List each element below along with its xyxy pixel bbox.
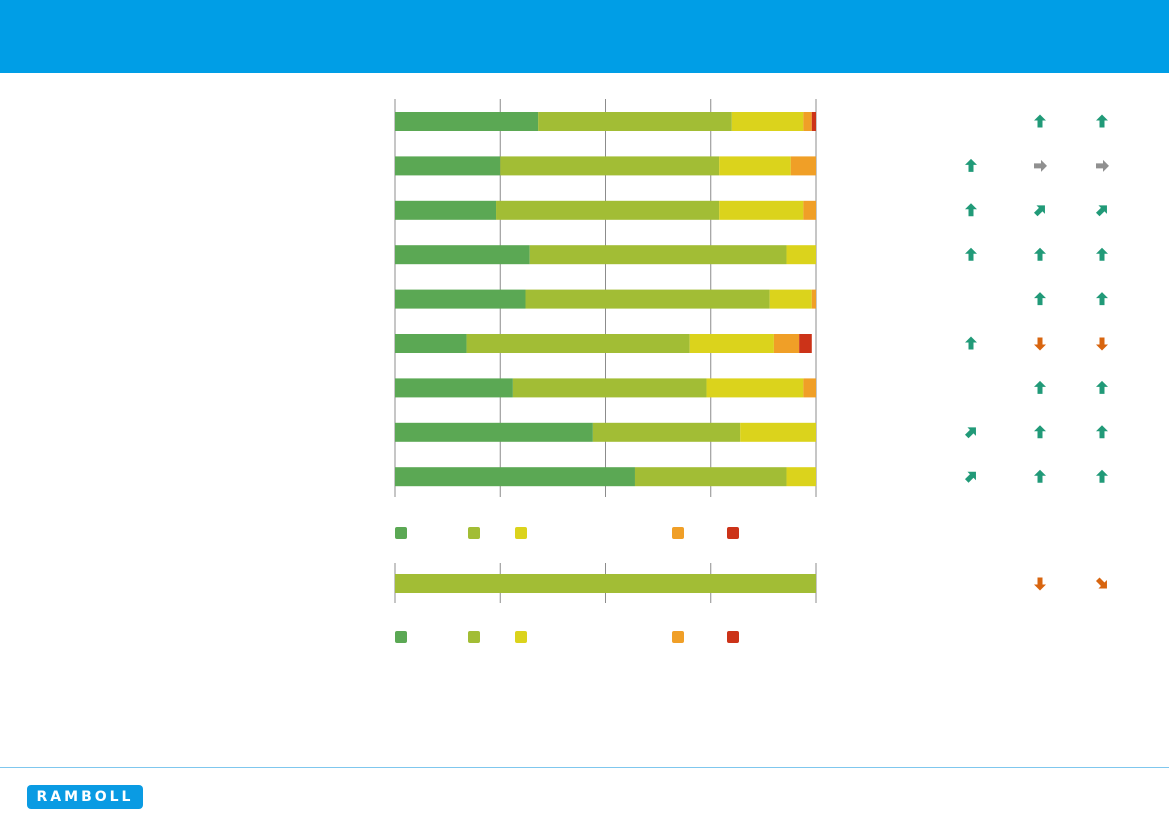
- chart1-bar-segment: [538, 112, 732, 131]
- trend-arrow-up-icon: [1034, 469, 1046, 483]
- chart1-bar-segment: [395, 334, 467, 353]
- trend-arrow-diag-down-icon: [1095, 577, 1107, 589]
- chart1-legend-swatch: [468, 527, 480, 539]
- chart2-bar-segment: [395, 574, 816, 593]
- trend-arrow-up-icon: [1034, 425, 1046, 439]
- trend-arrow-up-icon: [1096, 469, 1108, 483]
- ramboll-logo: RAMBOLL: [27, 785, 143, 809]
- trend-arrow-down-icon: [1096, 337, 1108, 351]
- chart1-bar-segment: [811, 112, 816, 131]
- chart1-bar-segment: [689, 334, 774, 353]
- trend-arrow-up-icon: [1096, 292, 1108, 306]
- trend-arrow-up-icon: [965, 158, 977, 172]
- chart1-bar-segment: [466, 334, 690, 353]
- trend-arrow-up-icon: [1096, 114, 1108, 128]
- trend-arrow-up-icon: [1034, 292, 1046, 306]
- chart1-legend-swatch: [395, 527, 407, 539]
- chart1-bar-segment: [811, 289, 816, 309]
- chart1-bar-segment: [719, 156, 791, 176]
- chart1-bar-segment: [731, 112, 804, 131]
- chart1-legend-swatch: [515, 527, 527, 539]
- chart1-bar-segment: [634, 467, 787, 487]
- chart1-bar-segment: [525, 289, 770, 309]
- chart1-bar-segment: [803, 378, 816, 398]
- chart1-bar-segment: [395, 245, 530, 265]
- trend-arrow-down-icon: [1034, 577, 1046, 591]
- trend-arrow-up-icon: [965, 336, 977, 350]
- chart1-bar-segment: [395, 378, 513, 398]
- chart1-bar-segment: [500, 156, 720, 176]
- chart1-bar-segment: [803, 200, 816, 220]
- trend-arrow-diag-up-icon: [1095, 205, 1107, 217]
- chart1-bar-segment: [395, 422, 593, 442]
- chart1-bar-segment: [395, 289, 526, 309]
- chart1-bar-segment: [529, 245, 787, 265]
- chart1-bar-segment: [395, 467, 635, 487]
- chart-area: [394, 99, 1109, 643]
- chart1-bar-segment: [799, 334, 812, 353]
- chart1-legend-swatch: [672, 527, 684, 539]
- trend-arrow-up-icon: [1096, 380, 1108, 394]
- trend-arrow-up-icon: [965, 247, 977, 261]
- chart1-bar-segment: [395, 200, 497, 220]
- chart1-bar-segment: [790, 156, 816, 176]
- trend-arrow-down-icon: [1034, 337, 1046, 351]
- trend-arrow-diag-up-icon: [1033, 205, 1045, 217]
- chart1-bar-segment: [740, 422, 816, 442]
- chart1-bar-segment: [803, 112, 812, 131]
- chart1-bar-segment: [395, 112, 539, 131]
- chart1-bar-segment: [786, 467, 816, 487]
- chart2-legend-swatch: [515, 631, 527, 643]
- chart1-bar-segment: [719, 200, 804, 220]
- chart2-legend-swatch: [672, 631, 684, 643]
- trend-arrow-right-icon: [1096, 159, 1109, 172]
- trend-arrow-up-icon: [965, 203, 977, 217]
- trend-arrow-up-icon: [1034, 380, 1046, 394]
- footer-divider: [0, 767, 1169, 768]
- chart1-bar-segment: [786, 245, 816, 265]
- chart1-bar-segment: [512, 378, 707, 398]
- chart1-bar-segment: [769, 289, 812, 309]
- chart1-bar-segment: [592, 422, 741, 442]
- chart2-legend-swatch: [468, 631, 480, 643]
- trend-arrow-up-icon: [1034, 247, 1046, 261]
- trend-arrow-diag-up-icon: [964, 471, 976, 483]
- chart1-bar-segment: [395, 156, 501, 176]
- chart1-legend-swatch: [727, 527, 739, 539]
- chart1-bar-segment: [706, 378, 804, 398]
- trend-arrow-up-icon: [1096, 425, 1108, 439]
- header-banner: [0, 0, 1169, 73]
- chart2-legend-swatch: [727, 631, 739, 643]
- trend-arrow-diag-up-icon: [964, 427, 976, 439]
- trend-arrow-up-icon: [1034, 114, 1046, 128]
- chart1-bar-segment: [496, 200, 720, 220]
- trend-arrow-right-icon: [1034, 159, 1047, 172]
- trend-arrow-up-icon: [1096, 247, 1108, 261]
- chart2-legend-swatch: [395, 631, 407, 643]
- chart1-bar-segment: [773, 334, 800, 353]
